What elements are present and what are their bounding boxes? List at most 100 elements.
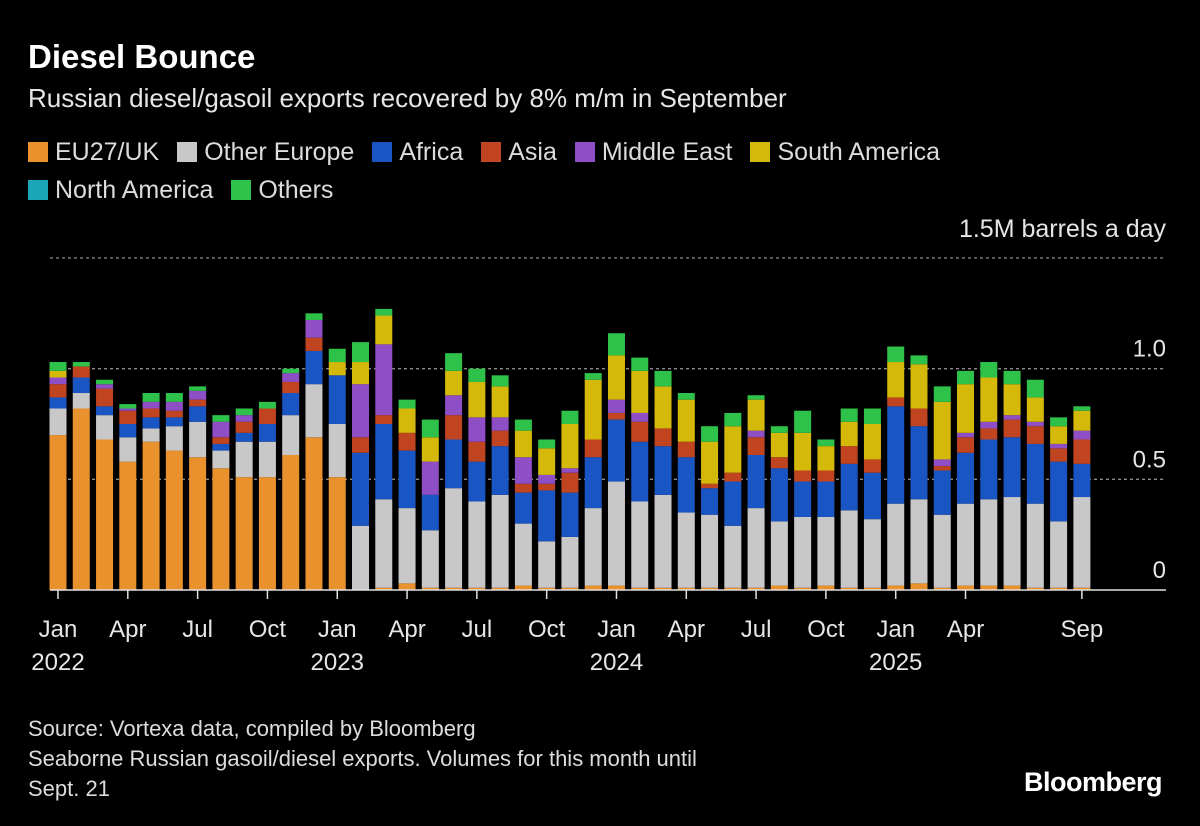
bar-segment-south-america (49, 370, 67, 378)
bar-segment-eu27-uk (49, 435, 67, 590)
bar-segment-other-europe (328, 424, 346, 478)
bar-segment-south-america (421, 437, 439, 462)
bar-segment-eu27-uk (1073, 587, 1091, 590)
bar-segment-africa (445, 439, 463, 489)
bar-segment-africa (235, 432, 253, 442)
bar-segment-asia (770, 457, 788, 469)
bar-segment-eu27-uk (119, 461, 137, 590)
bar-segment-other-europe (96, 415, 114, 440)
bar-segment-asia (724, 472, 742, 482)
bar-segment-eu27-uk (165, 450, 183, 590)
bar-segment-africa (96, 406, 114, 416)
bar-segment-asia (794, 470, 812, 482)
bar-segment-eu27-uk (561, 587, 579, 590)
bar-segment-middle-east (514, 457, 532, 484)
bar-segment-africa (607, 419, 625, 482)
bar-segment-asia (631, 421, 649, 442)
bar-segment-asia (1050, 448, 1068, 462)
bar-segment-eu27-uk (468, 587, 486, 590)
bar-segment-asia (863, 459, 881, 473)
bar-segment-asia (887, 397, 905, 407)
bar-segment-eu27-uk (1003, 585, 1021, 590)
bar-segment-asia (235, 421, 253, 433)
legend-label: EU27/UK (55, 138, 160, 166)
bar-segment-middle-east (375, 344, 393, 416)
bar-segment-middle-east (305, 319, 323, 338)
bar-segment-other-europe (840, 510, 858, 588)
bar-segment-south-america (677, 399, 695, 442)
bar-segment-south-america (561, 424, 579, 469)
bar-segment-south-america (631, 370, 649, 413)
bar-segment-others (328, 348, 346, 363)
y-axis-unit-label: 1.5M barrels a day (958, 215, 1166, 243)
bar-segment-africa (957, 452, 975, 504)
bar-segment-others (258, 401, 276, 409)
bar-segment-other-europe (282, 415, 300, 455)
bar-segment-others (654, 370, 672, 387)
bar-segment-eu27-uk (538, 587, 556, 590)
bar-segment-africa (72, 377, 90, 394)
legend-swatch (28, 180, 48, 200)
bar-segment-others (770, 426, 788, 433)
bar-segment-africa (887, 406, 905, 504)
bar-segment-south-america (398, 408, 416, 433)
bar-segment-middle-east (980, 421, 998, 429)
bar-segment-other-europe (584, 508, 602, 586)
bar-segment-asia (561, 472, 579, 493)
bar-segment-others (677, 393, 695, 400)
x-tick-label: Jan (318, 616, 357, 643)
x-tick-year-label: 2024 (590, 649, 643, 676)
x-tick-year-label: 2025 (869, 649, 922, 676)
bar-segment-eu27-uk (724, 587, 742, 590)
bar-segment-eu27-uk (654, 587, 672, 590)
bar-segment-others (840, 408, 858, 422)
bar-segment-others (305, 313, 323, 320)
bar-segment-africa (1003, 437, 1021, 498)
bar-segment-others (514, 419, 532, 431)
legend-swatch (750, 142, 771, 162)
x-tick-label: Jul (182, 616, 213, 643)
x-tick-label: Jan (597, 616, 636, 643)
bar-segment-africa (654, 446, 672, 495)
bar-segment-eu27-uk (887, 585, 905, 590)
bar-segment-asia (375, 415, 393, 424)
bar-segment-other-europe (212, 450, 230, 469)
bar-segment-other-europe (421, 530, 439, 588)
bar-segment-south-america (747, 399, 765, 431)
bar-segment-eu27-uk (817, 585, 835, 590)
bar-segment-other-europe (468, 501, 486, 588)
bar-segment-middle-east (468, 417, 486, 442)
bar-segment-others (352, 342, 370, 363)
bar-segment-africa (910, 426, 928, 500)
bar-segment-others (817, 439, 835, 447)
bar-segment-asia (538, 483, 556, 491)
legend-swatch (28, 142, 48, 162)
bar-segment-africa (794, 481, 812, 517)
bar-segment-others (468, 368, 486, 382)
bar-segment-middle-east (1003, 415, 1021, 420)
bar-segment-eu27-uk (142, 441, 160, 590)
bar-segment-asia (96, 388, 114, 407)
bar-segment-others (794, 410, 812, 433)
bar-segment-africa (328, 375, 346, 424)
legend-label: Middle East (601, 138, 733, 166)
bar-segment-others (72, 362, 90, 367)
bar-segment-other-europe (1026, 503, 1044, 588)
bar-segment-asia (1073, 439, 1091, 464)
x-tick-year-label: 2022 (31, 649, 84, 676)
bar-segment-south-america (1003, 384, 1021, 416)
x-tick-label: Jan (876, 616, 915, 643)
bar-segment-other-europe (631, 501, 649, 588)
bar-segment-asia (980, 428, 998, 440)
legend-swatch (481, 142, 502, 162)
bar-segment-other-europe (770, 521, 788, 586)
bar-segment-asia (212, 437, 230, 444)
bar-segment-other-europe (980, 499, 998, 586)
bar-segment-others (235, 408, 253, 416)
bar-segment-others (747, 395, 765, 400)
bar-segment-others (887, 346, 905, 363)
bar-segment-south-america (514, 430, 532, 458)
bar-segment-africa (747, 454, 765, 509)
bar-segment-other-europe (654, 494, 672, 588)
bar-segment-asia (957, 437, 975, 453)
